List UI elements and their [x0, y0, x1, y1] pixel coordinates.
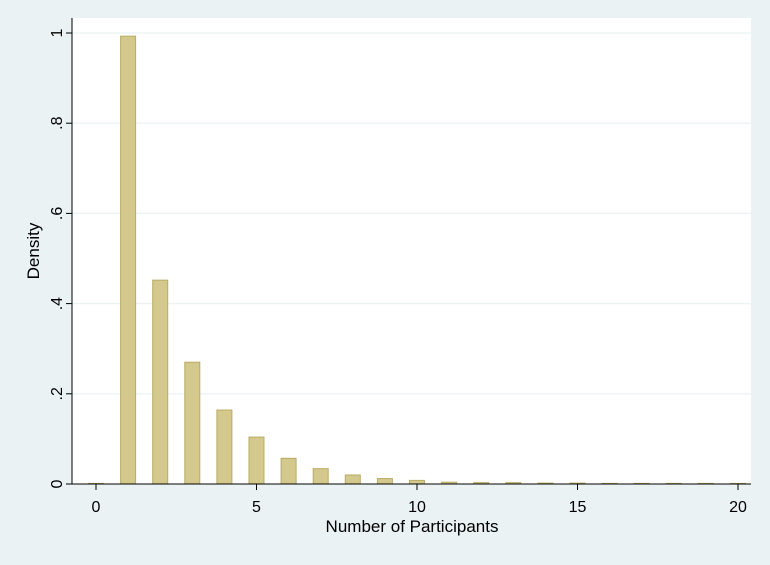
bar [216, 409, 233, 485]
y-axis-title: Density [24, 222, 43, 279]
y-tick-label: .8 [49, 116, 66, 129]
bar [376, 478, 393, 485]
bar [152, 279, 169, 485]
axes [71, 18, 751, 485]
x-axis-title: Number of Participants [326, 517, 499, 536]
y-tick-label: .6 [49, 207, 66, 220]
x-tick-label: 0 [92, 499, 101, 516]
grid-lines [72, 32, 751, 395]
bar [344, 474, 361, 485]
bar [312, 468, 329, 485]
bar [280, 457, 297, 485]
y-tick-label: .4 [49, 297, 66, 310]
y-tick-label: .2 [49, 387, 66, 400]
y-tick-label: 0 [49, 479, 66, 488]
y-tick-label: 1 [49, 28, 66, 37]
bar [409, 479, 425, 485]
plot-area [72, 18, 751, 484]
bar [248, 436, 265, 485]
bar [184, 361, 201, 485]
x-tick-label: 5 [252, 499, 261, 516]
bar [120, 35, 137, 485]
x-tick-label: 10 [408, 499, 426, 516]
y-ticks: 0 .2 .4 .6 .8 1 [49, 28, 72, 488]
x-ticks: 0 5 10 15 20 [92, 484, 747, 516]
x-tick-label: 20 [729, 499, 747, 516]
x-tick-label: 15 [569, 499, 587, 516]
